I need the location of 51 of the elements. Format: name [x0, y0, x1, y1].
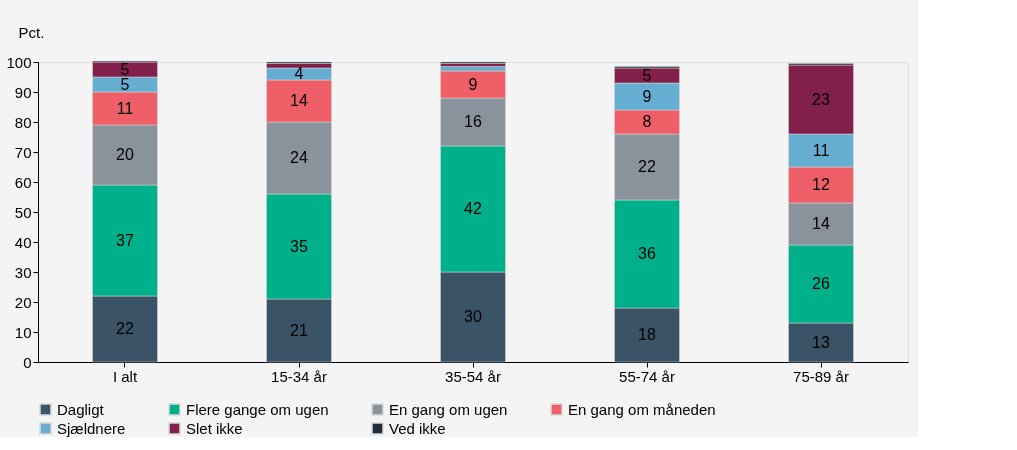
legend-label: Flere gange om ugen: [186, 400, 329, 418]
y-tick-label: 100: [6, 53, 32, 71]
data-label: 16: [464, 113, 482, 130]
data-label: 30: [464, 308, 482, 325]
data-label: 26: [812, 275, 830, 292]
data-label: 35: [290, 237, 308, 255]
data-label: 24: [290, 149, 308, 166]
data-label: 23: [812, 90, 830, 108]
y-tick-label: 10: [14, 323, 32, 341]
x-tick-label: 15-34 år: [271, 367, 327, 385]
y-tick-label: 40: [14, 233, 32, 251]
data-label: 5: [642, 66, 652, 84]
legend-label: En gang om ugen: [389, 400, 508, 418]
y-tick-label: 30: [14, 263, 32, 281]
data-label: 5: [120, 75, 130, 93]
y-tick-label: 20: [14, 293, 32, 311]
data-label: 9: [642, 87, 652, 105]
data-label: 4: [294, 65, 304, 82]
y-tick-label: 90: [14, 83, 32, 101]
data-label: 11: [812, 141, 830, 159]
data-label: 12: [812, 176, 830, 193]
x-tick-label: 75-89 år: [793, 367, 849, 385]
data-label: 22: [116, 320, 134, 337]
x-tick-label: 55-74 år: [619, 367, 675, 385]
data-label: 14: [812, 215, 830, 232]
data-label: 9: [468, 75, 478, 93]
data-label: 20: [116, 146, 134, 163]
data-label: 22: [638, 158, 656, 175]
data-label: 36: [638, 245, 656, 262]
legend-label: Dagligt: [57, 400, 105, 418]
x-tick-label: 35-54 år: [445, 367, 501, 385]
data-label: 11: [116, 99, 134, 117]
y-tick-label: 0: [23, 353, 32, 371]
data-label: 14: [290, 92, 308, 109]
data-label: 5: [120, 60, 130, 78]
y-tick-label: 60: [14, 173, 32, 191]
legend-label: Sjældnere: [57, 419, 126, 437]
data-label: 42: [464, 200, 482, 217]
data-label: 13: [812, 333, 830, 351]
y-tick-label: 50: [14, 203, 32, 221]
legend-label: En gang om måneden: [568, 400, 716, 418]
x-tick-label: I alt: [112, 367, 138, 385]
data-label: 18: [638, 326, 656, 343]
y-tick-label: 70: [14, 143, 32, 161]
data-label: 8: [642, 113, 652, 130]
data-label: 37: [116, 231, 134, 249]
legend-label: Slet ikke: [186, 419, 243, 437]
y-axis-title: Pct.: [18, 23, 45, 41]
legend-label: Ved ikke: [389, 419, 446, 437]
y-tick-label: 80: [14, 113, 32, 131]
data-label: 21: [290, 321, 308, 339]
